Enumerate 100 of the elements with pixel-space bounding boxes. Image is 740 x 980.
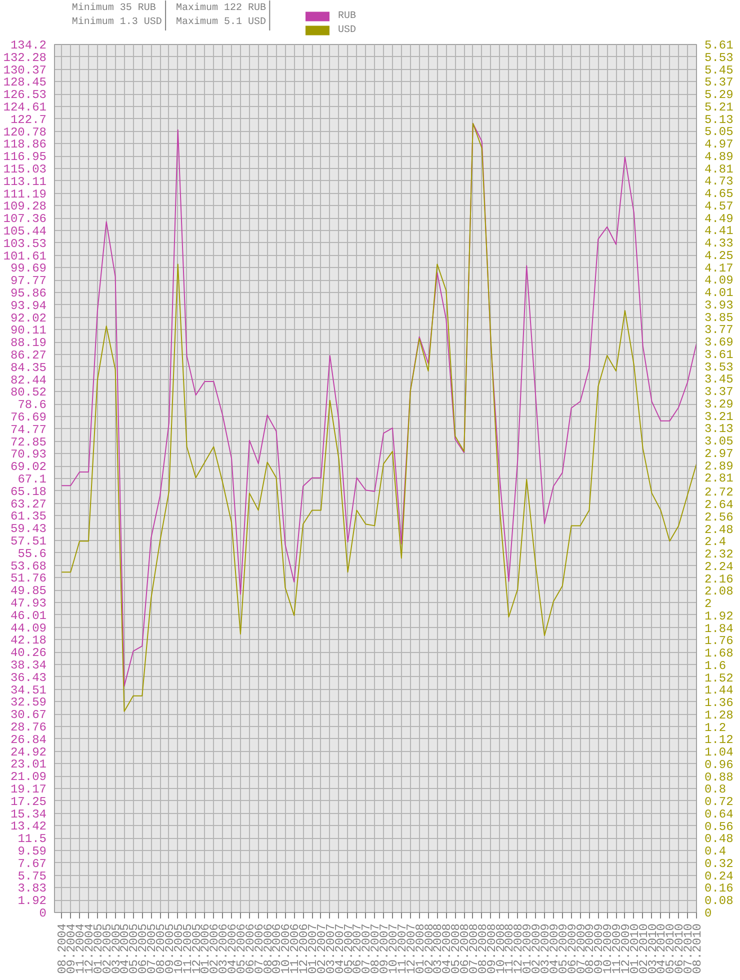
y2-tick-label: 3.61 (704, 348, 734, 362)
text: Maximum 5.1 USD (176, 16, 266, 28)
y-tick-label: 101.61 (3, 249, 47, 264)
y-tick-label: 7.67 (18, 856, 47, 871)
y2-tick-label: 0.72 (704, 795, 734, 810)
y2-tick-label: 2.08 (704, 584, 734, 599)
y-tick-label: 19.17 (10, 782, 47, 797)
text: Minimum 35 RUB (72, 2, 156, 14)
y2-tick-label: 1.44 (704, 684, 734, 698)
y2-tick-label: 4.41 (704, 224, 734, 238)
y-tick-label: 1.92 (18, 894, 47, 908)
y-tick-label: 13.42 (10, 820, 47, 834)
y-tick-label: 28.76 (10, 720, 47, 734)
y-tick-label: 99.69 (10, 262, 47, 276)
y-tick-label: 78.6 (18, 398, 47, 412)
y-tick-label: 67.1 (18, 472, 47, 486)
y-tick-label: 53.68 (10, 559, 47, 574)
y-tick-label: 36.43 (10, 670, 47, 685)
y2-tick-label: 5.61 (704, 38, 734, 52)
y-tick-label: 90.11 (10, 324, 47, 338)
y-tick-label: 122.7 (10, 112, 47, 127)
y-tick-label: 34.51 (10, 683, 47, 698)
y2-tick-label: 2.4 (704, 535, 726, 550)
y-tick-label: 132.28 (3, 50, 47, 65)
y-tick-label: 93.94 (10, 298, 47, 313)
y-tick-label: 70.93 (10, 448, 47, 462)
y-tick-label: 113.11 (3, 174, 47, 189)
y-tick-label: 0 (39, 906, 46, 920)
y-tick-label: 55.6 (18, 546, 47, 561)
y-tick-label: 92.02 (10, 311, 47, 326)
y-tick-label: 95.86 (10, 286, 47, 300)
y-tick-label: 49.85 (10, 584, 47, 598)
y2-tick-label: 2.72 (704, 486, 734, 500)
y2-tick-label: 0.8 (704, 782, 726, 797)
y2-tick-label: 0.64 (704, 807, 734, 822)
y2-tick-label: 3.53 (704, 360, 734, 374)
y2-tick-label: 2.32 (704, 548, 734, 562)
y2-tick-label: 2.16 (704, 572, 734, 586)
y2-tick-label: 2.56 (704, 510, 734, 524)
y2-tick-label: 3.29 (704, 397, 734, 412)
y2-tick-label: 3.05 (704, 434, 734, 449)
y2-tick-label: 1.2 (704, 720, 726, 735)
y2-tick-label: 1.92 (704, 609, 734, 624)
y2-tick-label: 4.25 (704, 248, 734, 263)
y-tick-label: 116.95 (3, 150, 47, 164)
y-tick-label: 97.77 (10, 274, 47, 288)
y-tick-label: 44.09 (10, 621, 47, 636)
y2-tick-label: 5.29 (704, 88, 734, 102)
y2-tick-label: 1.76 (704, 634, 734, 648)
y-tick-label: 46.01 (10, 608, 47, 623)
y2-tick-label: 4.01 (704, 286, 734, 300)
y2-tick-label: 4.81 (704, 162, 734, 176)
y2-tick-label: 1.12 (704, 733, 734, 748)
y-tick-label: 126.53 (3, 88, 47, 102)
y2-tick-label: 1.28 (704, 708, 734, 722)
legend-label: RUB (338, 10, 358, 22)
y2-tick-label: 2.64 (704, 498, 734, 512)
y-tick-label: 105.44 (3, 224, 47, 239)
y2-tick-label: 2.48 (704, 522, 734, 537)
y2-tick-label: 5.13 (704, 112, 734, 127)
y2-tick-label: 5.45 (704, 63, 734, 78)
y2-tick-label: 0.56 (704, 820, 734, 834)
y-tick-label: 111.19 (3, 187, 47, 202)
y-tick-label: 124.61 (3, 100, 47, 115)
legend-label: USD (338, 24, 358, 36)
y2-tick-label: 0.4 (704, 844, 726, 859)
y2-tick-label: 2.24 (704, 560, 734, 574)
text: Minimum 1.3 USD (72, 16, 162, 28)
y2-tick-label: 2.81 (704, 472, 734, 486)
y-tick-label: 17.25 (10, 794, 47, 809)
y-tick-label: 103.53 (3, 236, 47, 251)
y-tick-label: 47.93 (10, 596, 47, 610)
y2-tick-label: 5.05 (704, 125, 734, 140)
y2-tick-label: 4.17 (704, 261, 734, 276)
y2-tick-label: 5.21 (704, 100, 734, 114)
y-tick-label: 86.27 (10, 348, 47, 363)
y2-tick-label: 3.45 (704, 372, 734, 387)
y-tick-label: 11.5 (18, 832, 47, 846)
y-tick-label: 80.52 (10, 386, 47, 400)
y-tick-label: 30.67 (10, 708, 47, 722)
y-tick-label: 120.78 (3, 125, 47, 140)
y2-tick-label: 4.89 (704, 150, 734, 164)
y2-tick-label: 0.48 (704, 832, 734, 846)
y2-tick-label: 4.57 (704, 199, 734, 214)
y-tick-label: 9.59 (18, 844, 47, 858)
y-tick-label: 3.83 (18, 882, 47, 896)
y-tick-label: 115.03 (3, 162, 47, 176)
y2-tick-label: 1.6 (704, 658, 726, 673)
y2-tick-label: 0.08 (704, 894, 734, 908)
y2-tick-label: 3.93 (704, 298, 734, 312)
y-tick-label: 82.44 (10, 373, 47, 388)
y-tick-label: 74.77 (10, 422, 47, 437)
y-tick-label: 38.34 (10, 658, 47, 673)
y2-tick-label: 2.97 (704, 446, 734, 461)
y2-tick-label: 3.21 (704, 410, 734, 424)
y-tick-label: 15.34 (10, 807, 47, 822)
y-tick-label: 88.19 (10, 336, 47, 350)
y2-tick-label: 3.77 (704, 323, 734, 338)
y2-tick-label: 4.73 (704, 174, 734, 189)
y-tick-label: 69.02 (10, 460, 47, 474)
